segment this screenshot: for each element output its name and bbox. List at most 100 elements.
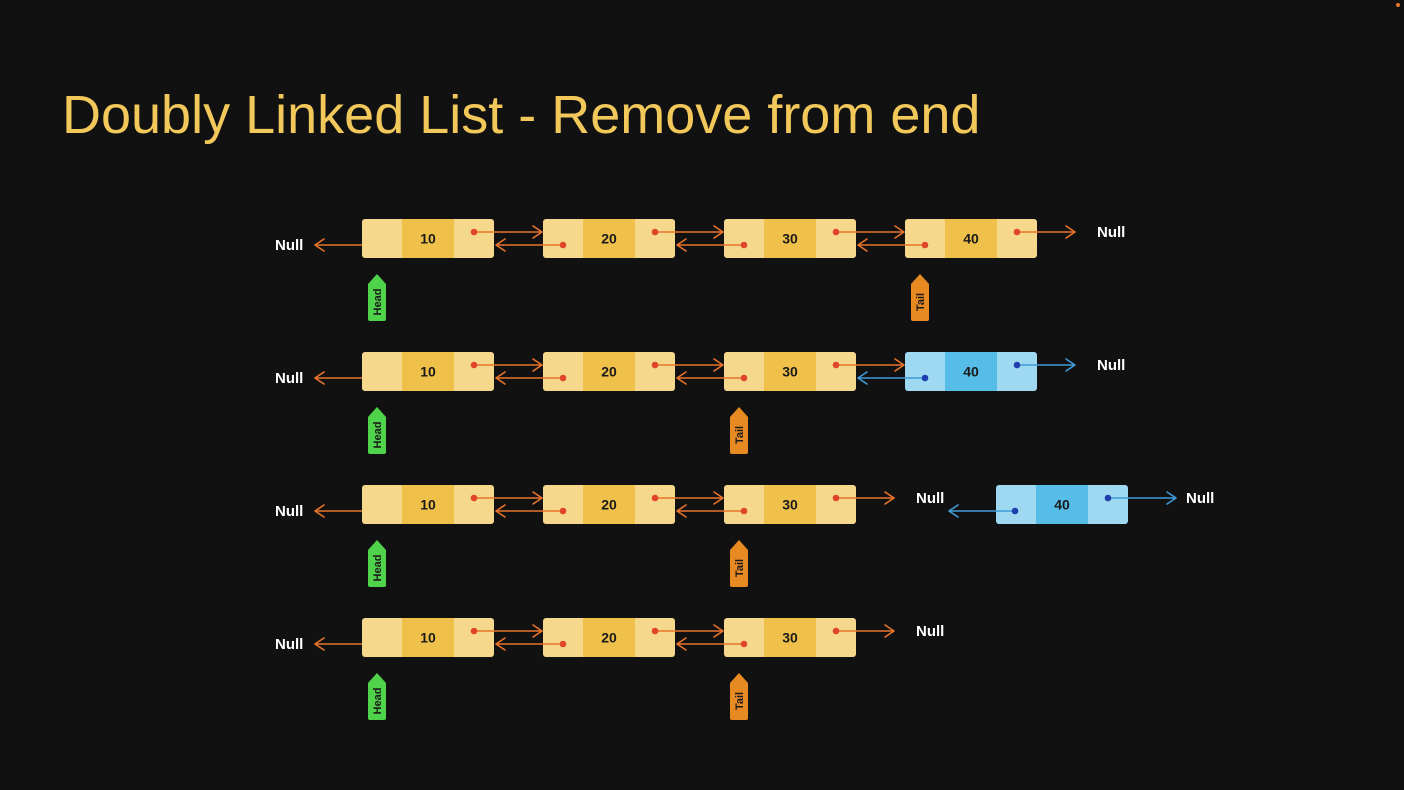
next-pointer (832, 624, 895, 638)
node-value-cell (402, 219, 454, 258)
pointer-dot (470, 228, 478, 236)
pointer-dot (832, 228, 840, 236)
prev-pointer (857, 371, 929, 385)
null-label: Null (916, 623, 944, 640)
arrowhead-icon (713, 358, 724, 372)
next-pointer (470, 225, 543, 239)
tag-label: Head (372, 555, 384, 582)
node-value: 20 (601, 364, 617, 380)
node-value: 30 (782, 364, 798, 380)
prev-pointer (948, 504, 1019, 518)
pointer-dot (740, 241, 748, 249)
corner-indicator-dot (1396, 3, 1400, 7)
arrowhead-icon (495, 504, 506, 518)
arrowhead-icon (713, 491, 724, 505)
node-value-cell (583, 618, 635, 657)
null-label: Null (1097, 224, 1125, 241)
pointer-dot (740, 374, 748, 382)
tag-shape (911, 274, 929, 321)
node-value: 20 (601, 497, 617, 513)
arrowhead-icon (948, 504, 959, 518)
head-tag: Head (368, 274, 386, 321)
tail-tag: Tail (730, 540, 748, 587)
next-pointer (470, 358, 543, 372)
list-node: 30 (724, 219, 856, 258)
list-row-2: Null 10 20 30 40 Null Head Tail (275, 352, 1125, 454)
node-value: 40 (1054, 497, 1070, 513)
pointer-dot (1104, 494, 1112, 502)
arrowhead-icon (1065, 358, 1076, 372)
node-value: 20 (601, 231, 617, 247)
node-value: 10 (420, 364, 436, 380)
tag-shape (730, 407, 748, 454)
pointer-dot (559, 241, 567, 249)
arrowhead-icon (676, 504, 687, 518)
pointer-dot (832, 627, 840, 635)
next-pointer (832, 225, 905, 239)
arrowhead-icon (894, 358, 905, 372)
pointer-dot (559, 507, 567, 515)
head-tag: Head (368, 540, 386, 587)
removed-node: 40 (996, 485, 1128, 524)
node-value: 40 (963, 231, 979, 247)
arrowhead-icon (495, 637, 506, 651)
pointer-dot (470, 627, 478, 635)
list-node: 30 (724, 618, 856, 657)
tag-shape (368, 407, 386, 454)
arrowhead-icon (884, 491, 895, 505)
arrowhead-icon (713, 624, 724, 638)
arrowhead-icon (1166, 491, 1177, 505)
arrowhead-icon (532, 358, 543, 372)
pointer-dot (559, 374, 567, 382)
pointer-dot (1013, 228, 1021, 236)
next-pointer (832, 491, 895, 505)
arrowhead-icon (314, 238, 325, 252)
list-node: 10 (362, 219, 494, 258)
arrowhead-icon (314, 371, 325, 385)
arrowhead-icon (857, 371, 868, 385)
node-value-cell (1036, 485, 1088, 524)
next-pointer (651, 358, 724, 372)
head-tag: Head (368, 673, 386, 720)
node-value-cell (945, 352, 997, 391)
pointer-dot (1011, 507, 1019, 515)
node-value: 10 (420, 630, 436, 646)
pointer-dot (651, 361, 659, 369)
list-node: 10 (362, 485, 494, 524)
tag-shape (730, 540, 748, 587)
pointer-dot (832, 494, 840, 502)
list-node: 30 (724, 485, 856, 524)
arrowhead-icon (884, 624, 895, 638)
pointer-dot (470, 361, 478, 369)
tag-shape (368, 540, 386, 587)
next-pointer (1104, 491, 1177, 505)
prev-pointer (495, 504, 567, 518)
node-value: 10 (420, 497, 436, 513)
arrowhead-icon (1065, 225, 1076, 239)
node-value-cell (945, 219, 997, 258)
removed-node: 40 (905, 352, 1037, 391)
prev-pointer (495, 371, 567, 385)
tag-shape (368, 274, 386, 321)
arrowhead-icon (314, 637, 325, 651)
arrowhead-icon (676, 238, 687, 252)
arrowhead-icon (857, 238, 868, 252)
next-pointer (470, 491, 543, 505)
null-label: Null (275, 503, 303, 520)
list-node: 20 (543, 352, 675, 391)
next-pointer (651, 225, 724, 239)
page-title: Doubly Linked List - Remove from end (62, 85, 981, 145)
arrowhead-icon (314, 504, 325, 518)
pointer-dot (651, 627, 659, 635)
next-pointer (1013, 358, 1076, 372)
node-value: 10 (420, 231, 436, 247)
list-node: 40 (905, 219, 1037, 258)
pointer-dot (740, 507, 748, 515)
arrowhead-icon (532, 225, 543, 239)
tag-label: Tail (734, 426, 746, 444)
prev-pointer (857, 238, 929, 252)
arrowhead-icon (532, 491, 543, 505)
node-value-cell (402, 485, 454, 524)
list-row-4: Null 10 20 30 Null Head Tail (275, 618, 944, 720)
